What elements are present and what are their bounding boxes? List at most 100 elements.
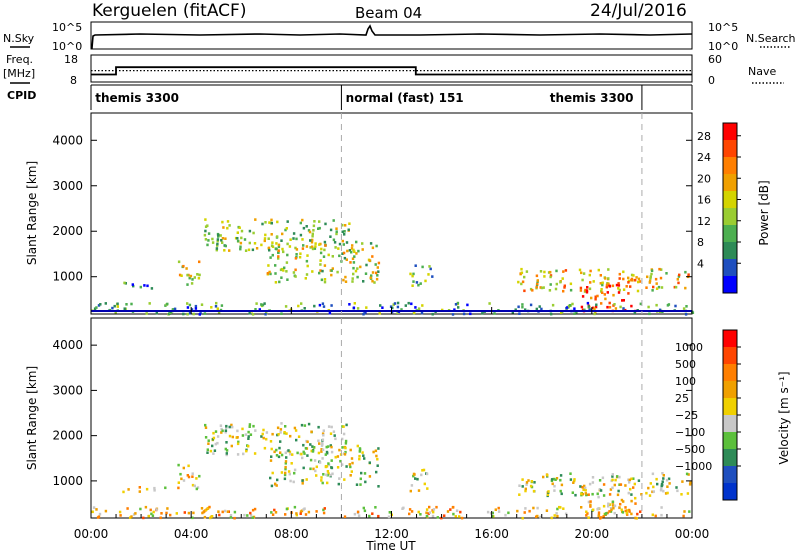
echo-cell [585,510,588,514]
echo-cell [327,462,330,465]
echo-cell [602,494,606,497]
echo-cell [234,236,238,240]
echo-cell [356,275,359,279]
echo-cell [343,453,347,456]
echo-cell [550,516,553,520]
echo-cell [248,425,251,428]
echo-cell [523,275,526,279]
echo-cell [206,451,209,454]
echo-cell [358,454,361,458]
echo-cell [168,312,171,315]
echo-cell [300,452,303,456]
echo-cell [116,302,119,306]
echo-cell [313,459,317,462]
echo-cell [288,245,292,248]
echo-cell [341,252,344,255]
echo-cell [581,485,584,489]
echo-cell [454,303,458,306]
echo-cell [336,466,340,469]
echo-cell [586,512,589,515]
echo-cell [412,280,415,283]
echo-cell [632,274,635,277]
echo-cell [491,511,494,515]
echo-cell [379,304,382,307]
echo-cell [646,275,649,279]
echo-cell [629,487,632,491]
echo-cell [602,504,606,508]
echo-cell [600,302,603,305]
echo-cell [687,273,690,276]
echo-cell [662,489,665,493]
colorbar-swatch [723,330,737,347]
echo-cell [516,509,519,513]
echo-cell [276,433,279,437]
echo-cell [300,423,304,427]
echo-cell [271,253,274,257]
echo-cell [555,477,559,480]
echo-cell [177,481,180,484]
freq-left-tick-top: 18 [64,53,78,66]
echo-cell [216,238,220,241]
echo-cell [356,510,360,514]
echo-cell [417,307,421,310]
echo-cell [295,513,298,517]
echo-cell [349,261,352,264]
echo-cell [306,440,309,444]
echo-cell [255,247,259,250]
echo-cell [592,280,595,283]
echo-cell [278,446,281,450]
echo-cell [284,465,287,469]
echo-cell [130,515,133,518]
echo-cell [350,470,353,473]
echo-cell [550,312,553,316]
colorbar-swatch [723,483,737,500]
echo-cell [652,285,655,289]
echo-cell [351,244,354,247]
colorbar-tick-label: 16 [697,194,711,207]
echo-cell [547,490,550,493]
echo-cell [224,447,227,451]
echo-cell [299,233,303,237]
echo-cell [315,465,318,469]
echo-cell [295,253,298,256]
echo-cell [573,312,576,315]
echo-cell [591,306,595,310]
echo-cell [304,513,308,516]
echo-cell [422,468,426,472]
echo-cell [571,491,574,494]
echo-cell [343,515,347,518]
echo-cell [378,312,381,315]
echo-cell [511,310,514,314]
echo-cell [682,514,685,518]
echo-cell [274,272,277,275]
echo-cell [630,493,633,496]
echo-cell [204,229,207,233]
echo-cell [632,477,635,480]
echo-cell [325,445,328,449]
echo-cell [540,307,543,311]
echo-cell [247,430,250,434]
echo-cell [274,482,277,486]
echo-cell [185,267,188,270]
echo-cell [263,239,266,243]
echo-cell [268,270,271,274]
echo-cell [293,468,297,472]
echo-cell [412,272,415,276]
echo-cell [335,232,338,236]
echo-cell [323,278,327,281]
echo-cell [330,273,333,277]
echo-cell [351,461,354,465]
echo-cell [617,291,621,294]
echo-cell [634,496,637,500]
echo-cell [309,239,312,242]
colorbar-swatch [723,364,737,381]
x-axis-label: Time UT [365,539,416,553]
echo-cell [170,310,173,314]
echo-cell [601,291,604,294]
echo-cell [344,280,348,283]
echo-cell [331,267,334,270]
echo-cell [611,486,614,490]
echo-cell [651,289,654,292]
echo-cell [111,306,114,310]
echo-cell [591,476,595,479]
